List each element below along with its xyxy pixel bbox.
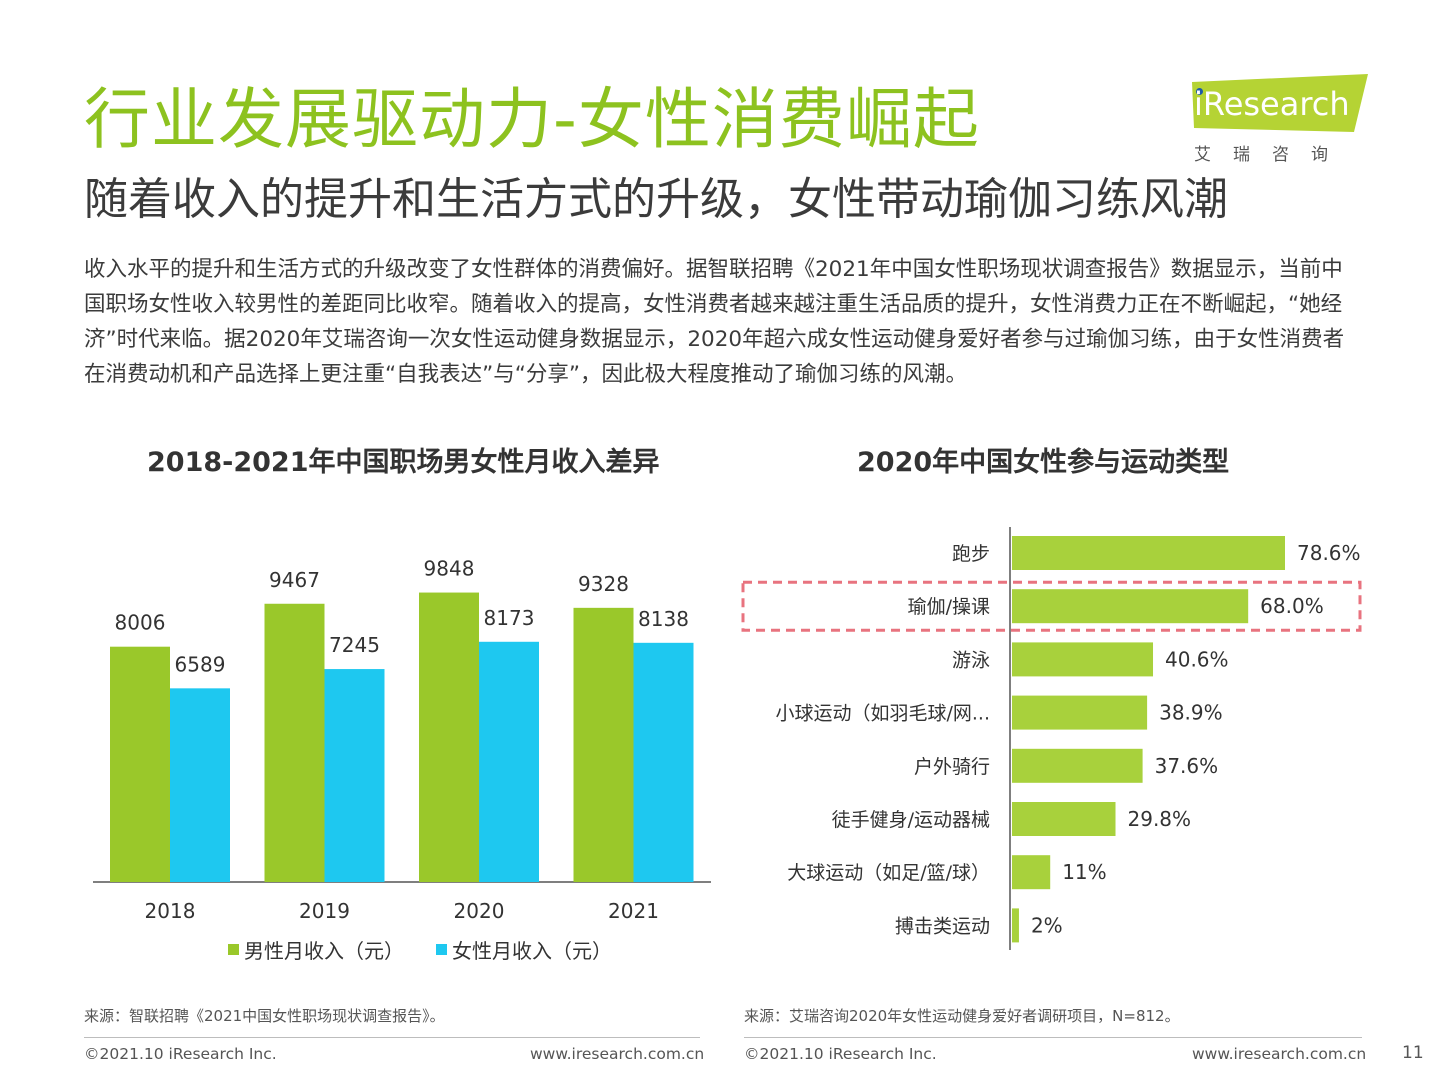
x-tick-label: 2018 xyxy=(145,899,196,923)
bar xyxy=(110,646,170,882)
x-tick-label: 2021 xyxy=(608,899,659,923)
iresearch-logo: iResearch 艾瑞咨询 xyxy=(1188,74,1370,165)
bar xyxy=(419,592,479,882)
bar-value-label: 37.6% xyxy=(1155,754,1219,778)
bar-value-label: 29.8% xyxy=(1128,807,1192,831)
logo-chinese-name: 艾瑞咨询 xyxy=(1194,145,1350,165)
left-footer-divider xyxy=(84,1037,700,1038)
bar xyxy=(573,607,634,882)
right-source-note: 来源：艾瑞咨询2020年女性运动健身爱好者调研项目，N=812。 xyxy=(744,1007,1180,1025)
bar xyxy=(633,642,694,882)
category-label: 户外骑行 xyxy=(914,756,990,778)
sports-type-bar-chart: 跑步 78.6% 瑜伽/操课 68.0% 游泳 40.6% 小球运动（如羽毛球/网... 38… xyxy=(741,527,1362,950)
page-subtitle: 随着收入的提升和生活方式的升级，女性带动瑜伽习练风潮 xyxy=(84,174,1228,225)
category-label: 瑜伽/操课 xyxy=(908,596,990,618)
income-bar-chart: 8006 6589 2018 9467 7245 2019 9848 8173 2020 9328… xyxy=(93,557,711,963)
bar xyxy=(1012,589,1249,624)
legend-label: 女性月收入（元） xyxy=(452,939,612,963)
bar xyxy=(1012,695,1148,730)
bar-value-label: 78.6% xyxy=(1297,541,1361,565)
logo-badge-shape xyxy=(1192,74,1368,132)
category-label: 大球运动（如足/篮/球） xyxy=(787,862,990,884)
logo-dot-icon xyxy=(1196,88,1203,95)
bar-value-label: 38.9% xyxy=(1159,701,1223,725)
category-label: 小球运动（如羽毛球/网... xyxy=(775,703,990,725)
bar-value-label: 11% xyxy=(1062,860,1106,884)
bar-value-label: 9467 xyxy=(269,568,320,592)
bar xyxy=(1012,536,1285,570)
legend-label: 男性月收入（元） xyxy=(244,939,404,963)
bar-value-label: 68.0% xyxy=(1260,594,1324,618)
category-label: 跑步 xyxy=(952,543,990,565)
bar-value-label: 9328 xyxy=(578,572,629,596)
logo-wordmark: iResearch xyxy=(1194,85,1350,123)
right-chart-title: 2020年中国女性参与运动类型 xyxy=(857,447,1230,478)
bar xyxy=(1012,908,1019,943)
bar xyxy=(264,603,325,882)
bar-value-label: 40.6% xyxy=(1165,647,1229,671)
bar-value-label: 2% xyxy=(1031,913,1063,937)
x-tick-label: 2019 xyxy=(299,899,350,923)
bar xyxy=(1012,855,1051,890)
page-title: 行业发展驱动力-女性消费崛起 xyxy=(84,81,980,158)
legend-swatch xyxy=(436,944,447,955)
left-source-note: 来源：智联招聘《2021中国女性职场现状调查报告》。 xyxy=(84,1007,445,1025)
bar-value-label: 8006 xyxy=(115,611,166,635)
legend-swatch xyxy=(228,944,239,955)
left-chart-title: 2018-2021年中国职场男女性月收入差异 xyxy=(147,447,660,478)
bar xyxy=(324,669,385,882)
right-website-link[interactable]: www.iresearch.com.cn xyxy=(1192,1045,1367,1063)
right-copyright: ©2021.10 iResearch Inc. xyxy=(744,1045,937,1063)
left-website-link[interactable]: www.iresearch.com.cn xyxy=(530,1045,705,1063)
category-label: 徒手健身/运动器械 xyxy=(832,809,990,831)
bar xyxy=(1012,802,1116,836)
left-copyright: ©2021.10 iResearch Inc. xyxy=(84,1045,277,1063)
bar xyxy=(1012,642,1154,677)
intro-paragraph: 收入水平的提升和生活方式的升级改变了女性群体的消费偏好。据智联招聘《2021年中… xyxy=(84,257,1345,387)
bar-value-label: 7245 xyxy=(329,633,380,657)
bar-value-label: 8173 xyxy=(484,606,535,630)
category-label: 搏击类运动 xyxy=(895,915,990,937)
bar xyxy=(479,641,539,882)
bar-value-label: 9848 xyxy=(424,557,475,581)
page-number: 11 xyxy=(1402,1043,1424,1063)
bar xyxy=(170,688,230,882)
bar-value-label: 8138 xyxy=(638,607,689,631)
bar-value-label: 6589 xyxy=(175,652,226,676)
category-label: 游泳 xyxy=(952,649,990,671)
bar xyxy=(1012,748,1143,783)
highlight-box xyxy=(741,580,1362,632)
x-tick-label: 2020 xyxy=(454,899,505,923)
right-footer-divider xyxy=(744,1037,1362,1038)
